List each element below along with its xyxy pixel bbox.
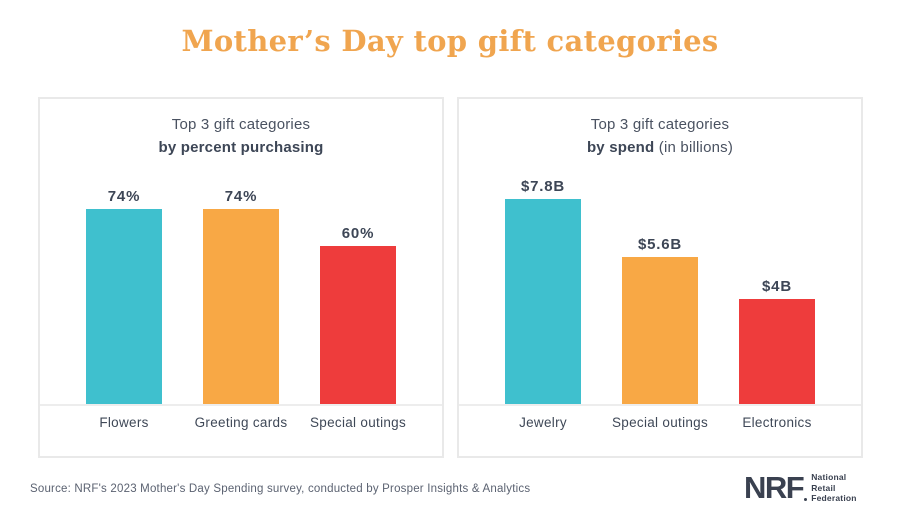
bar-value-label: $4B: [762, 278, 792, 295]
category-labels-row: Jewelry Special outings Electronics: [459, 406, 861, 456]
bar: [86, 209, 162, 404]
nrf-logo-acronym: NRF: [744, 472, 808, 503]
bar: [622, 257, 698, 404]
nrf-logo-text-line: Federation: [811, 493, 857, 504]
bar-column: 74%: [203, 188, 279, 404]
page-title: Mother’s Day top gift categories: [181, 24, 719, 58]
bar-value-label: 74%: [107, 188, 141, 205]
category-label: Jewelry: [519, 415, 567, 430]
bar-value-label: $7.8B: [520, 178, 566, 195]
chart-title-suffix: (in billions): [654, 139, 734, 157]
bar-column: 74%: [86, 188, 162, 404]
bar: [320, 246, 396, 404]
category-label: Flowers: [99, 415, 149, 430]
bar-value-label: 74%: [224, 188, 258, 205]
nrf-logo: NRF National Retail Federation: [744, 472, 857, 504]
bar-value-label: $5.6B: [637, 236, 683, 253]
chart-title-line2: by percent purchasing: [40, 136, 442, 159]
bar: [203, 209, 279, 404]
chart-title-bold-part: by spend: [586, 139, 655, 157]
bar-column: $5.6B: [622, 236, 698, 404]
chart-title: Top 3 gift categories by spend (in billi…: [459, 113, 861, 160]
source-attribution: Source: NRF's 2023 Mother's Day Spending…: [30, 483, 531, 495]
category-label: Special outings: [611, 415, 709, 430]
nrf-logo-text: National Retail Federation: [811, 472, 856, 504]
bars-row: 74% 74% 60%: [40, 188, 442, 406]
bar-column: 60%: [320, 225, 396, 404]
registered-mark-dot: [804, 498, 808, 502]
chart-panel-percent-purchasing: Top 3 gift categories by percent purchas…: [38, 97, 444, 458]
chart-title-bold-part: by percent purchasing: [158, 139, 324, 157]
bar-column: $4B: [739, 278, 815, 404]
chart-title: Top 3 gift categories by percent purchas…: [40, 113, 442, 160]
nrf-logo-text-line: Retail: [811, 482, 836, 493]
chart-panel-spend: Top 3 gift categories by spend (in billi…: [457, 97, 863, 458]
category-label: Greeting cards: [194, 415, 288, 430]
chart-title-line1: Top 3 gift categories: [171, 116, 311, 133]
chart-title-line1: Top 3 gift categories: [590, 116, 730, 133]
bar-column: $7.8B: [505, 178, 581, 404]
category-labels-row: Flowers Greeting cards Special outings: [40, 406, 442, 456]
nrf-logo-text-line: National: [811, 472, 847, 482]
bars-row: $7.8B $5.6B $4B: [459, 178, 861, 406]
chart-title-line2: by spend (in billions): [459, 136, 861, 159]
bar: [739, 299, 815, 404]
category-label: Special outings: [309, 415, 407, 430]
bar-value-label: 60%: [341, 225, 375, 242]
bar: [505, 199, 581, 404]
category-label: Electronics: [742, 415, 812, 430]
